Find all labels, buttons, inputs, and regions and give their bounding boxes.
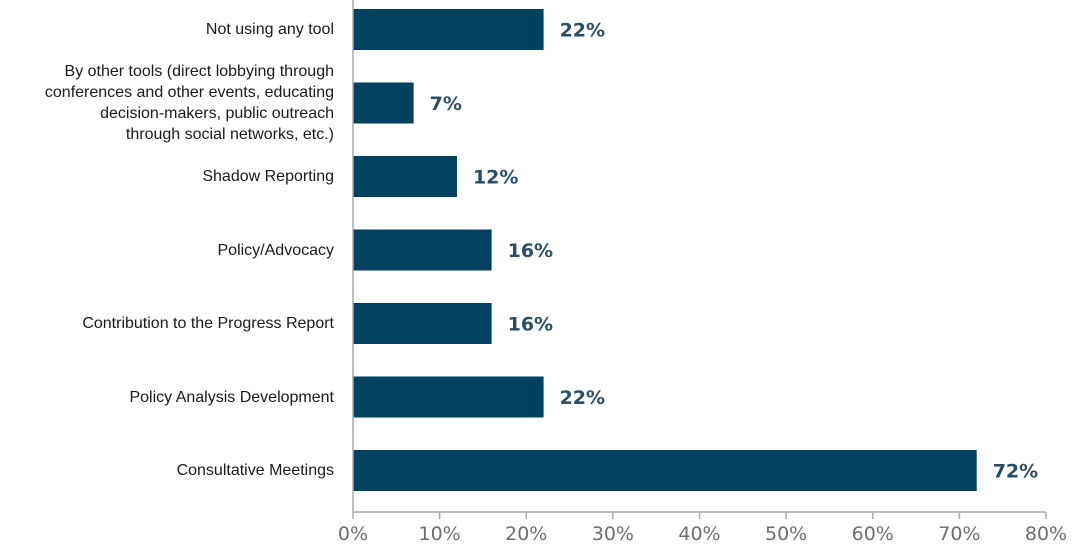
category-label-line: Not using any tool <box>205 21 334 38</box>
value-label: 72% <box>993 461 1038 483</box>
category-label: Consultative Meetings <box>4 460 334 481</box>
x-ticks-group: 0% 10% 20% 30% 40% 50% 60% 70% 80% <box>338 512 1067 545</box>
category-label-line: Policy Analysis Development <box>129 388 334 406</box>
category-label: By other tools (direct lobbying through c… <box>4 61 334 145</box>
value-label: 22% <box>560 387 605 409</box>
bar <box>353 9 544 50</box>
x-tick-label: 50% <box>765 523 807 545</box>
category-label: Shadow Reporting <box>4 166 334 187</box>
category-label: Policy Analysis Development <box>4 387 334 408</box>
bar <box>353 82 414 124</box>
x-tick-label: 20% <box>505 523 547 545</box>
x-tick-label: 70% <box>938 523 980 545</box>
category-label-line: Contribution to the Progress Report <box>82 315 334 332</box>
x-tick-label: 10% <box>419 523 461 545</box>
category-label-line: Policy/Advocacy <box>217 241 335 259</box>
bar <box>353 156 457 197</box>
category-label-line: through social networks, etc.) <box>125 126 334 143</box>
category-label-line: decision-makers, public outreach <box>100 105 334 122</box>
bar <box>353 450 977 491</box>
value-label: 16% <box>508 240 553 262</box>
value-label: 16% <box>508 314 553 336</box>
category-label-line: Shadow Reporting <box>202 168 334 185</box>
x-tick-label: 0% <box>338 523 368 545</box>
category-label: Policy/Advocacy <box>4 240 335 261</box>
x-tick-label: 60% <box>852 523 894 545</box>
category-label: Not using any tool <box>4 19 334 40</box>
bar <box>353 229 492 271</box>
category-label-line: Consultative Meetings <box>176 462 334 479</box>
bars-group <box>353 9 977 491</box>
value-labels-group: 22% 7% 12% 16% 16% 22% 72% <box>430 20 1039 483</box>
value-label: 12% <box>473 167 518 189</box>
bar <box>353 376 544 418</box>
x-tick-label: 30% <box>592 523 634 545</box>
value-label: 22% <box>560 20 605 42</box>
bar <box>353 303 492 344</box>
value-label: 7% <box>430 93 462 115</box>
category-label-line: conferences and other events, educating <box>44 84 334 101</box>
category-label-line: By other tools (direct lobbying through <box>64 63 334 80</box>
category-label: Contribution to the Progress Report <box>4 313 334 334</box>
x-tick-label: 40% <box>678 523 720 545</box>
x-tick-label: 80% <box>1025 523 1067 545</box>
